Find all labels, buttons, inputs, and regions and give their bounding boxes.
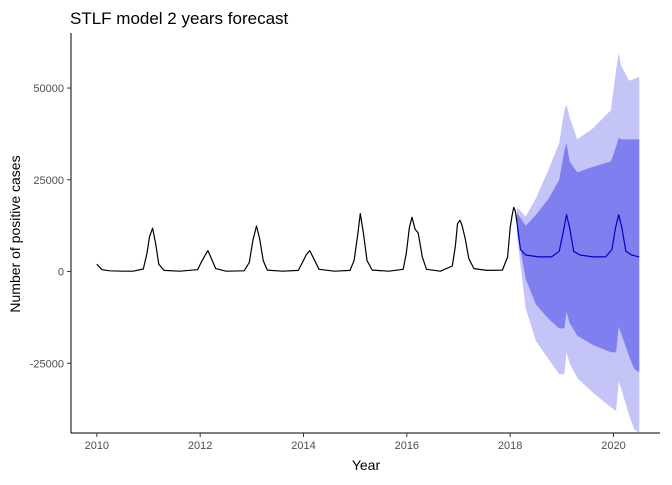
x-tick-label: 2010 — [85, 440, 109, 452]
y-tick-label: 25000 — [33, 175, 64, 187]
prediction-intervals — [516, 53, 640, 433]
series-lines — [96, 206, 640, 272]
x-tick-label: 2016 — [395, 440, 419, 452]
chart-title: STLF model 2 years forecast — [70, 9, 289, 28]
y-tick-label: 0 — [58, 267, 64, 279]
interval-band-80 — [516, 137, 640, 373]
x-tick-label: 2012 — [188, 440, 212, 452]
x-axis-title: Year — [352, 457, 381, 473]
ticks: 2010 2012 2014 2016 2018 2020 -25000 0 25000 5000… — [30, 83, 626, 452]
x-tick-label: 2020 — [601, 440, 625, 452]
axes — [70, 33, 660, 434]
forecast-line — [516, 214, 640, 258]
y-axis-title: Number of positive cases — [7, 155, 23, 312]
x-tick-label: 2014 — [291, 440, 315, 452]
y-tick-label: 50000 — [33, 83, 64, 95]
history-line — [96, 206, 518, 272]
x-tick-label: 2018 — [498, 440, 522, 452]
y-tick-label: -25000 — [30, 358, 64, 370]
